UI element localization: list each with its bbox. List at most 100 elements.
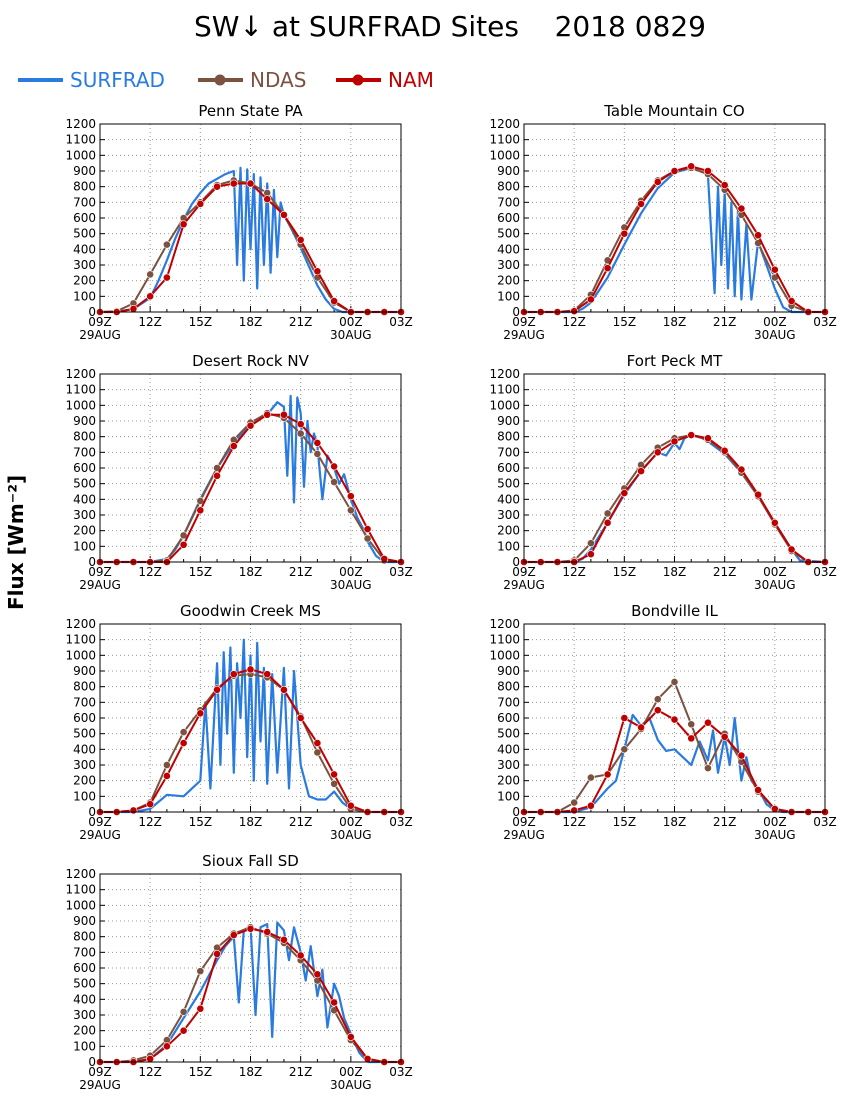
- data-point: [586, 801, 595, 810]
- data-point: [346, 1033, 355, 1041]
- data-point: [246, 421, 255, 430]
- data-point: [213, 950, 221, 958]
- x-tick-label: 21Z: [289, 1065, 313, 1079]
- panel-title: Sioux Fall SD: [202, 852, 299, 870]
- x-tick-label: 18Z: [239, 565, 263, 579]
- data-point: [754, 490, 763, 499]
- series-line-surfrad: [524, 166, 825, 314]
- data-point: [570, 798, 579, 807]
- x-tick-label: 15Z: [189, 815, 213, 829]
- data-point: [787, 297, 796, 305]
- y-tick-label: 500: [497, 477, 520, 491]
- data-point: [770, 518, 779, 527]
- y-tick-label: 1000: [489, 148, 520, 162]
- y-tick-label: 200: [73, 774, 96, 788]
- data-point: [637, 467, 645, 476]
- x-tick-label: 18Z: [239, 1065, 263, 1079]
- data-point: [296, 951, 305, 960]
- y-tick-label: 0: [512, 305, 520, 319]
- data-point: [770, 804, 779, 813]
- x-date-label: 29AUG: [79, 328, 121, 342]
- y-tick-label: 200: [73, 1024, 96, 1038]
- series-nam: [520, 706, 829, 816]
- data-point: [346, 506, 355, 515]
- data-point: [620, 229, 629, 238]
- y-tick-label: 600: [497, 711, 520, 725]
- y-tick-label: 300: [73, 758, 96, 772]
- y-tick-label: 1200: [65, 617, 96, 631]
- data-point: [296, 420, 305, 429]
- data-point: [704, 718, 712, 727]
- panel-title: Fort Peck MT: [627, 352, 723, 370]
- panel-title: Bondville IL: [631, 602, 718, 620]
- y-tick-label: 200: [497, 274, 520, 288]
- x-tick-label: 09Z: [512, 815, 536, 829]
- data-point: [129, 806, 138, 815]
- x-tick-label: 09Z: [512, 565, 536, 579]
- y-tick-label: 700: [73, 695, 96, 709]
- x-date-label: 29AUG: [503, 828, 545, 842]
- data-point: [179, 739, 188, 747]
- y-tick-label: 100: [73, 539, 96, 553]
- y-tick-label: 300: [73, 258, 96, 272]
- x-tick-label: 21Z: [289, 565, 313, 579]
- x-date-label: 29AUG: [79, 1078, 121, 1092]
- data-point: [330, 779, 339, 788]
- y-tick-label: 0: [88, 305, 96, 319]
- x-tick-label: 12Z: [138, 315, 162, 329]
- y-tick-label: 900: [73, 914, 96, 928]
- data-point: [720, 732, 729, 741]
- data-point: [179, 1026, 188, 1035]
- y-tick-label: 600: [497, 211, 520, 225]
- y-tick-label: 0: [512, 805, 520, 819]
- y-tick-label: 1000: [65, 648, 96, 662]
- y-tick-label: 1000: [65, 398, 96, 412]
- y-tick-label: 400: [73, 492, 96, 506]
- x-date-label: 30AUG: [330, 328, 372, 342]
- data-point: [246, 665, 255, 674]
- data-point: [313, 439, 322, 447]
- x-tick-label: 15Z: [613, 565, 637, 579]
- series-line-ndas: [100, 412, 402, 563]
- x-tick-label: 03Z: [389, 315, 413, 329]
- y-tick-label: 600: [73, 961, 96, 975]
- x-tick-label: 12Z: [138, 565, 162, 579]
- data-point: [330, 770, 339, 779]
- data-point: [363, 1054, 372, 1063]
- series-line-ndas: [524, 166, 825, 313]
- x-tick-label: 03Z: [389, 815, 413, 829]
- x-tick-label: 09Z: [88, 565, 112, 579]
- y-tick-label: 1100: [489, 633, 520, 647]
- data-point: [146, 800, 155, 809]
- y-tick-label: 1100: [489, 383, 520, 397]
- data-point: [704, 764, 712, 773]
- y-tick-label: 600: [73, 461, 96, 475]
- data-point: [363, 534, 372, 543]
- y-tick-label: 0: [512, 555, 520, 569]
- data-point: [720, 446, 729, 455]
- x-date-label: 30AUG: [754, 328, 796, 342]
- x-tick-label: 03Z: [813, 815, 837, 829]
- series-ndas: [520, 678, 829, 816]
- data-point: [280, 685, 288, 694]
- y-tick-label: 0: [88, 555, 96, 569]
- data-point: [229, 670, 238, 679]
- panel-frame: [523, 123, 826, 313]
- y-tick-label: 200: [73, 274, 96, 288]
- data-point: [586, 295, 595, 304]
- data-point: [313, 748, 322, 757]
- y-tick-label: 500: [73, 477, 96, 491]
- x-tick-label: 09Z: [88, 315, 112, 329]
- data-point: [737, 204, 746, 213]
- series-line-nam: [100, 413, 402, 563]
- data-point: [330, 998, 339, 1007]
- y-tick-label: 1100: [65, 383, 96, 397]
- data-point: [670, 715, 679, 724]
- y-tick-label: 800: [73, 180, 96, 194]
- data-point: [603, 264, 612, 273]
